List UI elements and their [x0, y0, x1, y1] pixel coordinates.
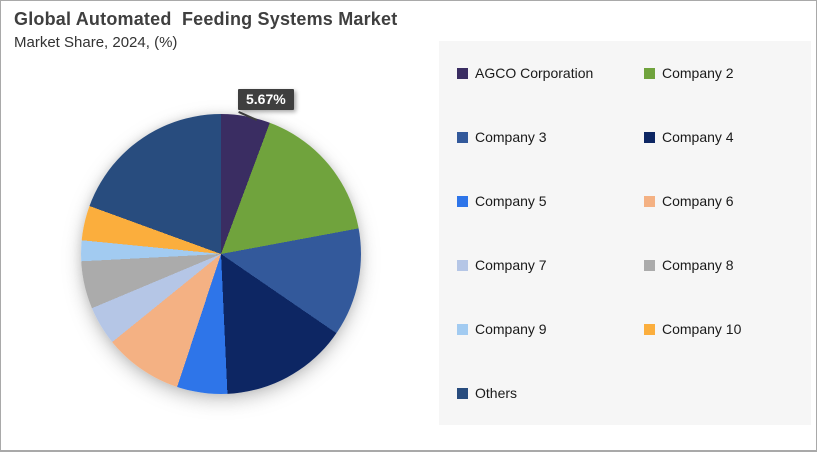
- legend-item: Company 8: [644, 257, 811, 273]
- legend-item: Company 10: [644, 321, 811, 337]
- legend-swatch-icon: [644, 68, 655, 79]
- legend-item-label: Company 2: [662, 65, 734, 81]
- legend-swatch-icon: [457, 260, 468, 271]
- legend-item: Company 7: [457, 257, 644, 273]
- legend-item-label: Others: [475, 385, 518, 401]
- legend-swatch-icon: [457, 196, 468, 207]
- legend-swatch-icon: [644, 132, 655, 143]
- legend-panel: AGCO Corporation Company 2 Company 3 Compan…: [439, 41, 811, 425]
- legend-item-label: Company 8: [662, 257, 734, 273]
- legend-item-label: Company 4: [662, 129, 734, 145]
- legend-item-label: Company 10: [662, 321, 742, 337]
- legend-item: Company 2: [644, 65, 811, 81]
- legend-item: AGCO Corporation: [457, 65, 644, 81]
- chart-title: Global Automated Feeding Systems Market: [14, 9, 398, 29]
- legend-item-label: Company 7: [475, 257, 547, 273]
- legend-item-label: AGCO Corporation: [475, 65, 594, 81]
- legend-item-label: Company 9: [475, 321, 547, 337]
- legend-swatch-icon: [644, 260, 655, 271]
- legend-swatch-icon: [457, 324, 468, 335]
- legend-item-label: Company 5: [475, 193, 547, 209]
- legend-item: Company 6: [644, 193, 811, 209]
- legend-swatch-icon: [644, 196, 655, 207]
- pie-chart: [81, 114, 361, 394]
- legend-swatch-icon: [457, 132, 468, 143]
- legend-item: Company 4: [644, 129, 811, 145]
- data-label-callout: 5.67%: [238, 89, 294, 110]
- legend-item: Company 9: [457, 321, 644, 337]
- legend-item-label: Company 6: [662, 193, 734, 209]
- chart-subtitle: Market Share, 2024, (%): [14, 34, 178, 51]
- legend-item: Company 5: [457, 193, 644, 209]
- legend-item: Company 3: [457, 129, 644, 145]
- legend-swatch-icon: [457, 68, 468, 79]
- legend-swatch-icon: [457, 388, 468, 399]
- legend-swatch-icon: [644, 324, 655, 335]
- legend-item: Others: [457, 385, 644, 401]
- legend-item-label: Company 3: [475, 129, 547, 145]
